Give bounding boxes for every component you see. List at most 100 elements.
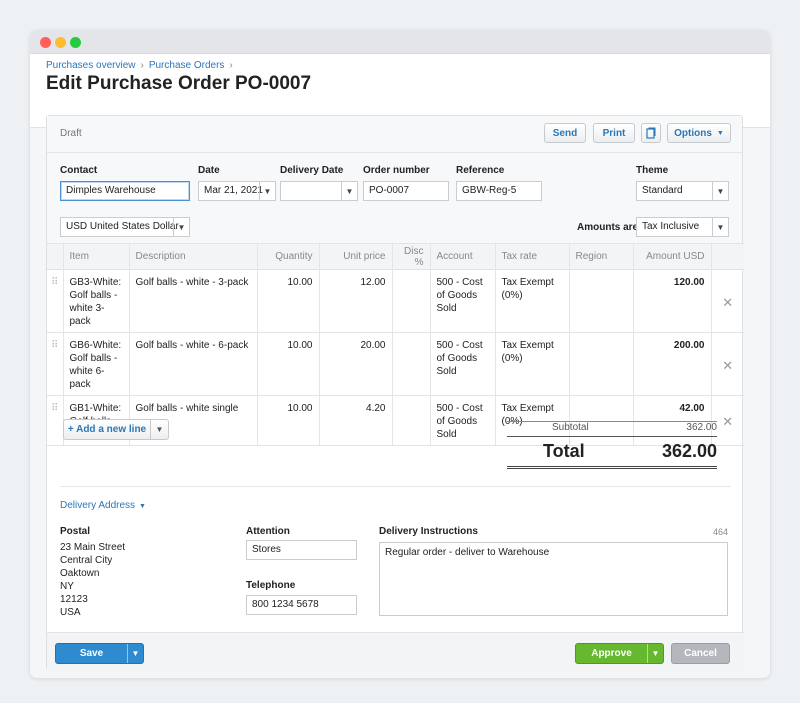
form-footer: Save ▼ Approve ▼ Cancel <box>47 632 744 671</box>
telephone-input[interactable]: 800 1234 5678 <box>246 595 357 615</box>
subtotal-line: Subtotal 362.00 <box>507 419 717 437</box>
discount-cell[interactable] <box>392 395 431 446</box>
unit-price-cell[interactable]: 4.20 <box>319 395 393 446</box>
chevron-down-icon: ▼ <box>712 182 728 200</box>
delivery-instructions-label: Delivery Instructions <box>379 526 478 537</box>
region-cell[interactable] <box>569 395 634 446</box>
amount-header: Amount USD <box>633 243 712 270</box>
zoom-window-button[interactable] <box>70 37 81 48</box>
account-cell[interactable]: 500 - Cost of Goods Sold <box>430 395 496 446</box>
description-cell[interactable]: Golf balls - white - 6-pack <box>129 332 258 396</box>
region-cell[interactable] <box>569 332 634 396</box>
account-cell[interactable]: 500 - Cost of Goods Sold <box>430 332 496 396</box>
amounts-are-label: Amounts are <box>577 222 639 233</box>
copy-document-button[interactable] <box>641 123 661 143</box>
delivery-address-toggle[interactable]: Delivery Address ▼ <box>60 500 146 511</box>
section-divider <box>60 486 731 487</box>
chevron-down-icon[interactable]: ▼ <box>647 644 663 663</box>
form-toolbar: Draft Send Print Options ▼ <box>47 116 742 153</box>
discount-cell[interactable] <box>392 269 431 333</box>
save-button[interactable]: Save ▼ <box>55 643 144 664</box>
delete-row-icon[interactable]: ✕ <box>711 332 744 396</box>
currency-select[interactable]: USD United States Dollar ▼ <box>60 217 190 237</box>
order-number-input[interactable]: PO-0007 <box>363 181 449 201</box>
delete-header <box>711 243 744 270</box>
address-line: NY <box>60 581 74 592</box>
reference-input[interactable]: GBW-Reg-5 <box>456 181 542 201</box>
send-button[interactable]: Send <box>544 123 586 143</box>
close-window-button[interactable] <box>40 37 51 48</box>
unit-price-cell[interactable]: 20.00 <box>319 332 393 396</box>
drag-handle-icon[interactable]: ⠿ <box>47 332 64 396</box>
date-picker-icon[interactable]: ▼ <box>259 182 275 200</box>
print-button[interactable]: Print <box>593 123 635 143</box>
chevron-down-icon[interactable]: ▼ <box>150 420 168 439</box>
discount-cell[interactable] <box>392 332 431 396</box>
contact-input[interactable]: Dimples Warehouse <box>60 181 190 201</box>
breadcrumb-separator: › <box>229 60 233 71</box>
address-line: 23 Main Street <box>60 542 126 553</box>
postal-label: Postal <box>60 526 91 537</box>
amounts-are-value: Tax Inclusive <box>642 221 700 232</box>
amount-cell[interactable]: 120.00 <box>633 269 712 333</box>
delete-row-icon[interactable]: ✕ <box>711 395 744 446</box>
amounts-are-select[interactable]: Tax Inclusive ▼ <box>636 217 729 237</box>
drag-handle-icon[interactable]: ⠿ <box>47 395 64 446</box>
delivery-instructions-input[interactable]: Regular order - deliver to Warehouse <box>379 542 728 616</box>
description-header: Description <box>129 243 258 270</box>
total-bottom-divider <box>507 466 717 470</box>
description-cell[interactable]: Golf balls - white - 3-pack <box>129 269 258 333</box>
minimize-window-button[interactable] <box>55 37 66 48</box>
chevron-down-icon[interactable]: ▼ <box>127 644 143 663</box>
region-cell[interactable] <box>569 269 634 333</box>
cancel-button[interactable]: Cancel <box>671 643 730 664</box>
quantity-cell[interactable]: 10.00 <box>257 332 320 396</box>
tax-rate-cell[interactable]: Tax Exempt (0%) <box>495 269 570 333</box>
theme-select[interactable]: Standard ▼ <box>636 181 729 201</box>
delivery-date-picker-icon[interactable]: ▼ <box>341 182 357 200</box>
item-cell[interactable]: GB3-White: Golf balls - white 3-pack <box>63 269 130 333</box>
drag-handle-icon[interactable]: ⠿ <box>47 269 64 333</box>
quantity-cell[interactable]: 10.00 <box>257 395 320 446</box>
unit-price-cell[interactable]: 12.00 <box>319 269 393 333</box>
table-row: ⠿ GB3-White: Golf balls - white 3-pack G… <box>47 269 744 333</box>
line-items-table: Item Description Quantity Unit price Dis… <box>47 243 744 446</box>
amount-cell[interactable]: 42.00 <box>633 395 712 446</box>
options-button[interactable]: Options ▼ <box>667 123 731 143</box>
options-label: Options <box>674 127 712 139</box>
table-row: ⠿ GB6-White: Golf balls - white 6-pack G… <box>47 332 744 396</box>
breadcrumb-purchase-orders[interactable]: Purchase Orders <box>148 60 225 71</box>
add-line-button[interactable]: + Add a new line ▼ <box>63 419 169 440</box>
tax-rate-cell[interactable]: Tax Exempt (0%) <box>495 332 570 396</box>
date-label: Date <box>198 165 220 176</box>
approve-label: Approve <box>591 648 632 659</box>
theme-label: Theme <box>636 165 669 176</box>
address-line: Central City <box>60 555 113 566</box>
approve-button[interactable]: Approve ▼ <box>575 643 664 664</box>
subtotal-label: Subtotal <box>552 422 589 433</box>
amount-cell[interactable]: 200.00 <box>633 332 712 396</box>
address-line: 12123 <box>60 594 88 605</box>
date-input[interactable]: Mar 21, 2021 ▼ <box>198 181 276 201</box>
purchase-order-form: Draft Send Print Options ▼ Contact Dimple… <box>46 115 744 671</box>
delivery-date-label: Delivery Date <box>280 165 344 176</box>
total-line: Total 362.00 <box>507 439 717 467</box>
quantity-header: Quantity <box>257 243 320 270</box>
account-cell[interactable]: 500 - Cost of Goods Sold <box>430 269 496 333</box>
quantity-cell[interactable]: 10.00 <box>257 269 320 333</box>
region-header: Region <box>569 243 634 270</box>
add-line-label: + Add a new line <box>67 424 147 435</box>
page-title: Edit Purchase Order PO-0007 <box>46 73 312 94</box>
delete-row-icon[interactable]: ✕ <box>711 269 744 333</box>
chevron-down-icon: ▼ <box>173 218 189 236</box>
attention-input[interactable]: Stores <box>246 540 357 560</box>
item-cell[interactable]: GB6-White: Golf balls - white 6-pack <box>63 332 130 396</box>
discount-header: Disc % <box>392 243 431 270</box>
delivery-date-input[interactable]: ▼ <box>280 181 358 201</box>
breadcrumb-purchases-overview[interactable]: Purchases overview <box>46 60 136 71</box>
status-label: Draft <box>60 128 82 139</box>
caret-down-icon: ▼ <box>139 503 146 510</box>
breadcrumb-separator: › <box>140 60 144 71</box>
subtotal-row <box>507 421 717 422</box>
character-counter: 464 <box>712 527 728 537</box>
